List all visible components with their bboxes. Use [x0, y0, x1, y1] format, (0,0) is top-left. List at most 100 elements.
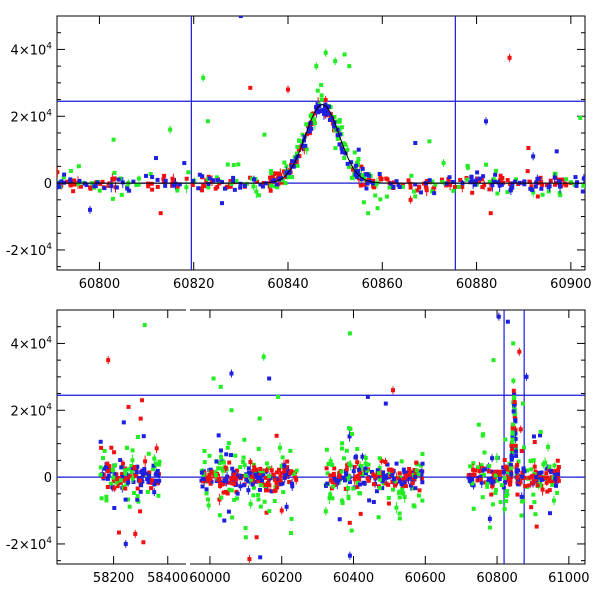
- zoom-red-point: [482, 183, 487, 188]
- zoom-red-point: [306, 124, 311, 129]
- zoom-red-point: [294, 159, 299, 164]
- zoom-green-point: [564, 177, 569, 182]
- full-blue-point: [391, 476, 396, 481]
- full-green-flare-point: [510, 440, 515, 445]
- full-panel: -2×104 0 2×104 4×104 58200 58400 60000 60200 604…: [6, 308, 590, 586]
- full-red-point: [328, 473, 333, 478]
- zoom-red-outlier: [286, 87, 290, 92]
- full-blue-point: [548, 468, 553, 473]
- full-green-point: [154, 462, 159, 467]
- full-blue-outlier: [222, 518, 227, 523]
- full-red-point: [223, 466, 228, 471]
- full-red-point: [355, 460, 360, 465]
- zoom-blue-point: [493, 172, 498, 177]
- zoom-green-outlier: [540, 192, 545, 197]
- zoom-blue-point: [287, 171, 292, 176]
- full-blue-point: [520, 474, 525, 479]
- zoom-green-point: [465, 163, 470, 168]
- full-green-flare-point: [510, 437, 515, 442]
- full-green-point: [123, 471, 128, 476]
- zoom-red-point: [448, 183, 453, 188]
- full-blue-point: [347, 434, 352, 439]
- full-green-point: [397, 511, 402, 516]
- zoom-blue-point: [469, 177, 474, 182]
- full-red-point: [264, 468, 269, 473]
- full-blue-point: [119, 465, 124, 470]
- full-red-point: [332, 466, 337, 471]
- zoom-green-point: [119, 192, 124, 197]
- full-red-point: [112, 486, 117, 491]
- full-red-point: [352, 477, 357, 482]
- zoom-blue-point: [163, 178, 168, 183]
- full-red-point: [277, 467, 282, 472]
- full-red-point: [403, 484, 408, 489]
- full-blue-flare-point: [514, 453, 519, 458]
- full-green-point: [241, 455, 246, 460]
- zoom-green-point: [294, 151, 299, 156]
- zoom-blue-point: [284, 170, 289, 175]
- full-xtick-label: 60600: [405, 571, 446, 586]
- full-green-point: [243, 526, 248, 531]
- zoom-red-point: [268, 188, 273, 193]
- zoom-green-point: [268, 169, 273, 174]
- full-green-point: [99, 496, 104, 501]
- full-frame: [56, 309, 586, 565]
- zoom-green-point: [184, 185, 189, 190]
- full-green-point: [213, 473, 218, 478]
- full-green-point: [267, 509, 272, 514]
- full-red-point: [497, 471, 502, 476]
- zoom-red-point: [190, 183, 195, 188]
- full-green-point: [114, 480, 119, 485]
- full-red-point: [258, 471, 263, 476]
- axis-break-bottom: [186, 562, 190, 566]
- full-red-point: [357, 477, 362, 482]
- full-blue-flare-point: [512, 392, 517, 397]
- zoom-red-point: [384, 176, 389, 181]
- full-blue-point: [381, 470, 386, 475]
- zoom-red-outlier: [535, 194, 540, 199]
- zoom-red-point: [378, 175, 383, 180]
- zoom-green-point: [345, 147, 350, 152]
- zoom-green-point: [308, 114, 313, 119]
- full-green-point: [476, 422, 481, 427]
- zoom-green-point: [295, 163, 300, 168]
- zoom-blue-point: [264, 181, 269, 186]
- full-red-point: [343, 486, 348, 491]
- zoom-green-point: [76, 164, 81, 169]
- full-red-point: [487, 469, 492, 474]
- full-green-outlier: [135, 435, 140, 439]
- full-green-point: [330, 463, 335, 468]
- full-green-point: [519, 513, 524, 518]
- full-red-point: [121, 478, 126, 483]
- full-green-point: [136, 499, 141, 504]
- full-green-point: [272, 499, 277, 504]
- zoom-red-point: [406, 178, 411, 183]
- full-blue-point: [381, 473, 386, 478]
- full-blue-point: [363, 471, 368, 476]
- full-red-point: [128, 474, 133, 479]
- full-red-point: [358, 470, 363, 475]
- zoom-red-point: [155, 184, 160, 189]
- full-green-point: [479, 463, 484, 468]
- zoom-green-point: [433, 182, 438, 187]
- zoom-blue-point: [580, 189, 585, 194]
- zoom-green-point: [295, 144, 300, 149]
- full-green-point: [396, 490, 401, 495]
- zoom-red-point: [277, 171, 282, 176]
- full-green-outlier: [130, 448, 135, 453]
- full-blue-point: [244, 477, 249, 482]
- zoom-red-point: [162, 173, 167, 178]
- full-red-point: [493, 469, 498, 474]
- full-green-point: [294, 468, 299, 473]
- zoom-blue-point: [353, 163, 358, 168]
- zoom-red-point: [477, 178, 482, 183]
- zoom-blue-point: [219, 180, 224, 185]
- full-blue-point: [538, 433, 543, 438]
- full-blue-point: [153, 478, 158, 483]
- zoom-blue-point: [522, 179, 527, 184]
- zoom-red-point: [544, 183, 549, 188]
- full-blue-point: [286, 469, 291, 474]
- full-blue-point: [201, 476, 206, 481]
- zoom-red-point: [323, 98, 328, 103]
- full-red-point: [396, 476, 401, 481]
